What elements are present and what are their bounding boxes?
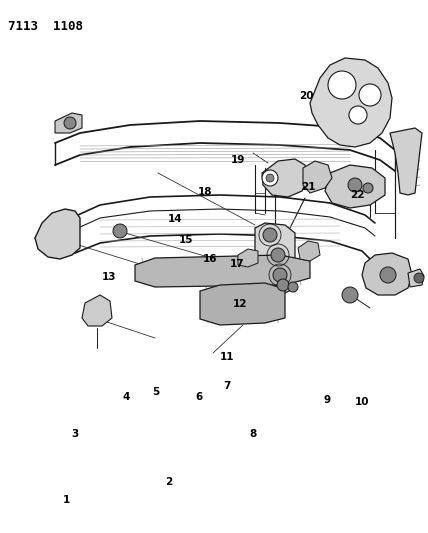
Circle shape [414,273,424,283]
Circle shape [266,174,274,182]
Text: 7: 7 [223,382,231,391]
Text: 2: 2 [166,478,172,487]
Polygon shape [35,209,80,259]
Circle shape [342,287,358,303]
Circle shape [262,170,278,186]
Text: 17: 17 [230,259,245,269]
Text: 13: 13 [102,272,116,282]
Text: 7113  1108: 7113 1108 [8,20,83,33]
Polygon shape [255,223,295,293]
Text: 9: 9 [324,395,331,405]
Polygon shape [262,159,308,197]
Circle shape [277,279,289,291]
Polygon shape [408,269,424,287]
Text: 4: 4 [122,392,130,402]
Text: 8: 8 [249,430,256,439]
Text: 21: 21 [301,182,315,191]
Circle shape [363,183,373,193]
Text: 20: 20 [299,91,313,101]
Polygon shape [135,255,310,287]
Text: 16: 16 [202,254,217,263]
Circle shape [328,71,356,99]
Polygon shape [298,241,320,261]
Polygon shape [238,249,258,267]
Circle shape [380,267,396,283]
Text: 1: 1 [63,495,70,505]
Circle shape [273,268,287,282]
Text: 11: 11 [220,352,234,362]
Circle shape [359,84,381,106]
Circle shape [288,282,298,292]
Text: 15: 15 [179,235,193,245]
Text: 3: 3 [71,430,78,439]
Polygon shape [362,253,412,295]
Text: 22: 22 [350,190,365,199]
Text: 12: 12 [232,299,247,309]
Circle shape [349,106,367,124]
Polygon shape [325,165,385,208]
Circle shape [271,248,285,262]
Circle shape [64,117,76,129]
Text: 18: 18 [198,187,213,197]
Text: 19: 19 [230,155,245,165]
Circle shape [348,178,362,192]
Polygon shape [200,283,285,325]
Circle shape [263,228,277,242]
Text: 10: 10 [354,398,369,407]
Polygon shape [390,128,422,195]
Polygon shape [310,58,392,147]
Polygon shape [82,295,112,326]
Text: 5: 5 [153,387,160,397]
Text: 6: 6 [196,392,202,402]
Circle shape [113,224,127,238]
Polygon shape [55,113,82,133]
Polygon shape [303,161,332,193]
Text: 14: 14 [168,214,183,223]
